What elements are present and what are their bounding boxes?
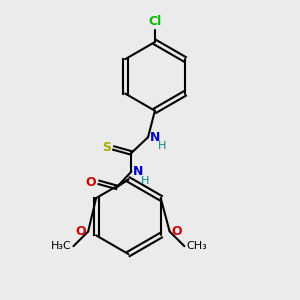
Text: O: O <box>172 225 182 238</box>
Text: N: N <box>133 165 144 178</box>
Text: N: N <box>150 131 160 144</box>
Text: H: H <box>141 176 149 185</box>
Text: Cl: Cl <box>148 15 161 28</box>
Text: O: O <box>76 225 86 238</box>
Text: O: O <box>85 176 96 189</box>
Text: CH₃: CH₃ <box>186 241 207 251</box>
Text: H: H <box>158 141 166 151</box>
Text: H₃C: H₃C <box>51 241 71 251</box>
Text: S: S <box>102 141 111 154</box>
